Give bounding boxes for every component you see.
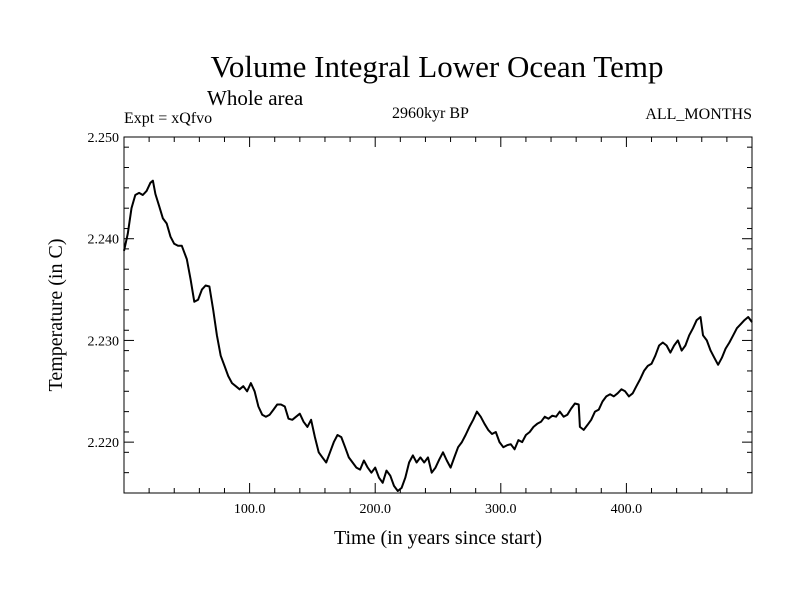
y-tick-label: 2.250 <box>88 131 120 146</box>
x-tick-label: 300.0 <box>485 502 517 517</box>
plot-frame <box>123 136 753 494</box>
months-label: ALL_MONTHS <box>645 106 752 123</box>
period-label: 2960kyr BP <box>392 105 469 122</box>
y-tick-label: 2.220 <box>88 436 120 451</box>
y-tick-label: 2.240 <box>88 233 120 248</box>
y-tick-label: 2.230 <box>88 334 120 349</box>
temperature-series-line <box>123 179 753 492</box>
chart-title: Volume Integral Lower Ocean Temp <box>210 49 664 84</box>
tick-labels: 100.0 200.0 300.0 400.0 2.220 2.230 2.240 2.250 <box>88 131 643 517</box>
x-tick-label: 100.0 <box>234 502 266 517</box>
chart-subtitle: Whole area <box>207 86 304 110</box>
x-tick-label: 200.0 <box>359 502 391 517</box>
x-axis-label: Time (in years since start) <box>333 527 543 549</box>
experiment-label: Expt = xQfvo <box>124 110 213 127</box>
tick-marks <box>124 136 752 493</box>
x-tick-label: 400.0 <box>611 502 643 517</box>
